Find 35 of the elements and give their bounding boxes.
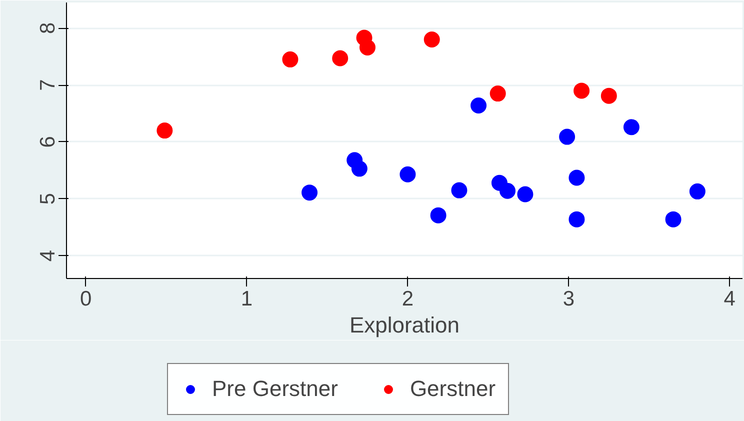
point: [623, 119, 640, 136]
point: [430, 207, 446, 224]
point: [332, 50, 348, 66]
y-tick-label: 7: [36, 79, 60, 91]
point: [302, 184, 318, 201]
y-tick-label: 8: [36, 22, 60, 34]
point: [600, 88, 617, 104]
point: [470, 98, 487, 114]
point: [156, 122, 173, 139]
point: [451, 182, 468, 198]
x-tick-label: 1: [240, 288, 253, 310]
point: [559, 128, 576, 145]
y-tick-label: 5: [36, 192, 60, 205]
x-axis-title: Exploration: [349, 312, 460, 338]
point: [574, 82, 590, 99]
y-tick-label: 4: [36, 250, 60, 262]
point: [517, 186, 534, 202]
point: [500, 182, 516, 199]
point: [282, 51, 298, 68]
point: [568, 211, 585, 228]
x-tick-label: 2: [402, 288, 414, 310]
point: [665, 211, 682, 228]
point: [424, 32, 440, 48]
point: [400, 166, 416, 182]
point: [568, 170, 585, 186]
legend-label: Pre Gerstner: [212, 376, 338, 402]
x-tick-label: 0: [80, 288, 92, 310]
point: [351, 160, 368, 177]
point: [689, 183, 706, 200]
y-tick-label: 6: [36, 136, 60, 148]
x-tick-label: 3: [562, 288, 575, 310]
point: [359, 39, 376, 56]
x-tick-label: 4: [724, 288, 736, 310]
point: [490, 86, 506, 102]
legend-label: Gerstner: [410, 376, 496, 402]
